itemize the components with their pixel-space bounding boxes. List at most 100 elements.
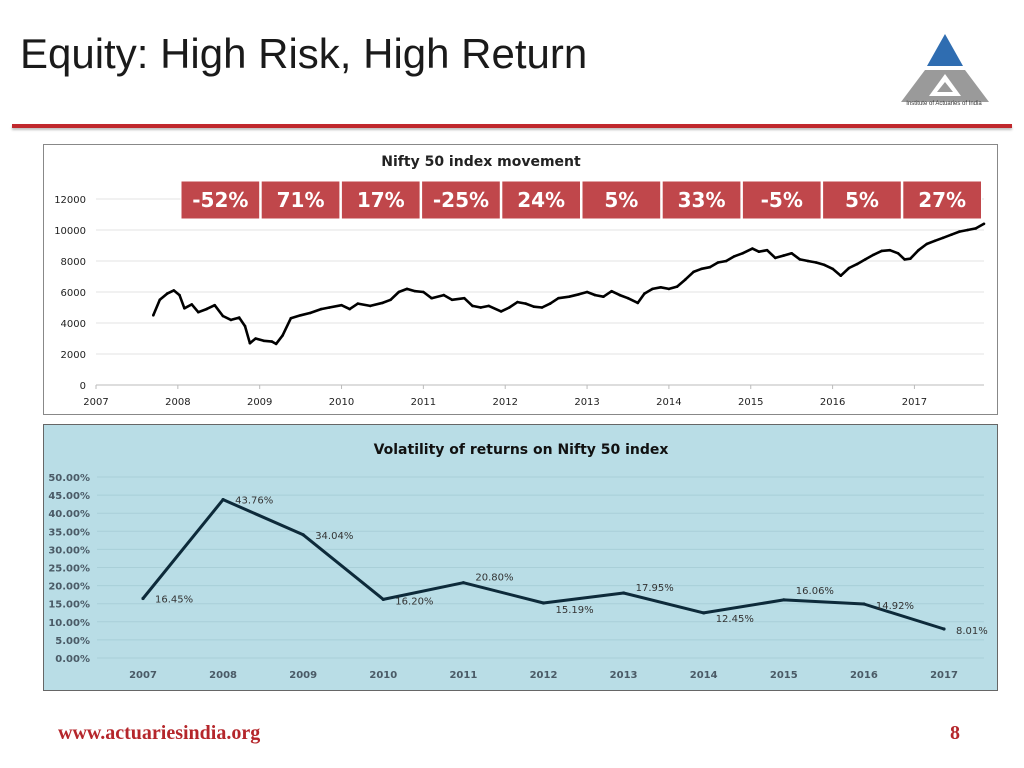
chart1-data-point (178, 293, 181, 297)
chart1-data-point (237, 316, 241, 319)
footer-url[interactable]: www.actuariesindia.org (58, 722, 261, 744)
chart1-data-point (684, 278, 687, 281)
logo-caption: Institute of Actuaries of India (906, 101, 982, 107)
chart1-data-point (593, 293, 597, 297)
chart2-data-label: 15.19% (556, 605, 594, 616)
return-box-2008 (180, 180, 261, 220)
chart1-data-point (309, 311, 312, 315)
chart1-data-point (675, 285, 679, 288)
chart1-data-point (847, 266, 851, 270)
nifty-index-svg: Nifty 50 index movement 0 2000 4000 6000 8000… (54, 154, 986, 408)
chart1-data-point (757, 250, 761, 253)
chart1-x-tick-label: 2010 (329, 397, 354, 408)
chart1-data-point (516, 300, 519, 304)
chart1-data-point (864, 258, 867, 261)
chart1-data-point (213, 303, 216, 307)
chart2-x-tick-label: 2014 (690, 670, 718, 681)
chart1-x-tick-label: 2012 (492, 397, 517, 408)
chart1-y-tick-label: 8000 (61, 257, 86, 268)
chart1-data-point (274, 342, 278, 346)
chart1-data-point (896, 252, 900, 255)
chart1-data-point (610, 289, 613, 293)
chart1-data-point (450, 298, 454, 302)
chart1-x-tick-label: 2011 (411, 397, 436, 408)
chart2-data-point (301, 533, 305, 537)
chart1-data-point (659, 286, 662, 289)
return-box-2014 (661, 180, 742, 220)
nifty-index-chart: Nifty 50 index movement 0 2000 4000 6000 8000… (43, 144, 998, 415)
chart2-y-tick-label: 25.00% (48, 564, 90, 575)
chart2-series-line (141, 498, 945, 631)
chart1-data-point (442, 293, 446, 297)
chart1-y-tick-label: 10000 (54, 226, 86, 237)
chart1-data-point (422, 290, 425, 294)
chart1-data-point (958, 230, 961, 233)
chart1-data-point (814, 261, 818, 264)
chart1-data-point (602, 295, 605, 298)
chart1-data-point (917, 248, 920, 252)
chart2-x-tick-label: 2016 (850, 670, 878, 681)
chart2-data-label: 16.20% (395, 596, 433, 607)
chart2-x-tick-label: 2012 (530, 670, 558, 681)
chart1-data-point (643, 292, 646, 295)
chart1-data-point (190, 303, 194, 306)
chart1-data-point (243, 324, 247, 328)
chart1-data-point (348, 307, 352, 311)
chart1-data-point (508, 306, 511, 309)
chart1-data-point (540, 306, 544, 309)
return-label-2015: -5% (761, 188, 803, 212)
chart2-y-tick-label: 30.00% (48, 545, 90, 556)
chart1-data-point (567, 295, 571, 298)
page-number: 8 (950, 722, 960, 744)
chart1-data-point (774, 256, 777, 260)
chart1-x-tick-label: 2009 (247, 397, 272, 408)
chart2-x-tick-label: 2009 (289, 670, 317, 681)
chart1-data-point (328, 306, 331, 309)
chart2-data-point (702, 611, 706, 615)
volatility-chart: Volatility of returns on Nifty 50 index 0… (43, 424, 998, 691)
chart1-data-point (499, 310, 503, 313)
chart1-data-point (974, 227, 978, 230)
chart1-data-point (197, 310, 200, 314)
chart1-y-tick-label: 2000 (61, 350, 86, 361)
chart1-data-point (667, 287, 671, 291)
return-box-2013 (581, 180, 662, 220)
chart1-data-point (741, 252, 744, 255)
chart1-data-point (165, 292, 169, 295)
chart2-data-point (381, 597, 385, 601)
chart2-data-label: 43.76% (235, 496, 273, 507)
return-label-2010: 17% (357, 188, 405, 212)
chart1-data-point (205, 307, 208, 311)
chart2-data-label: 34.04% (315, 531, 353, 542)
chart1-data-point (636, 301, 640, 305)
chart1-data-point (577, 293, 581, 296)
chart1-y-tick-label: 4000 (61, 319, 86, 330)
chart1-data-point (888, 248, 892, 252)
chart1-data-point (254, 337, 257, 340)
chart1-x-tick-label: 2013 (574, 397, 599, 408)
chart2-data-label: 14.92% (876, 601, 914, 612)
chart2-y-tick-label: 5.00% (55, 636, 90, 647)
chart1-title: Nifty 50 index movement (381, 154, 581, 170)
chart2-data-point (622, 591, 626, 595)
chart1-x-tick-label: 2008 (165, 397, 190, 408)
chart1-data-point (782, 254, 785, 257)
chart1-data-point (966, 228, 969, 232)
chart2-y-tick-label: 0.00% (55, 654, 90, 665)
chart1-data-point (909, 257, 912, 260)
chart2-x-tick-label: 2010 (369, 670, 397, 681)
chart2-data-point (942, 627, 946, 631)
chart1-data-point (340, 303, 343, 307)
chart1-data-point (708, 265, 712, 269)
chart1-data-point (289, 317, 293, 320)
chart2-title: Volatility of returns on Nifty 50 index (374, 442, 669, 458)
chart1-x-tick-label: 2017 (902, 397, 927, 408)
chart1-data-point (356, 302, 360, 305)
chart1-data-point (651, 287, 654, 291)
slide-title: Equity: High Risk, High Return (20, 30, 588, 77)
chart1-data-point (798, 258, 802, 261)
chart1-data-point (158, 298, 162, 302)
chart1-data-point (479, 306, 483, 309)
chart1-data-point (262, 339, 266, 343)
chart1-series-line (152, 222, 985, 346)
